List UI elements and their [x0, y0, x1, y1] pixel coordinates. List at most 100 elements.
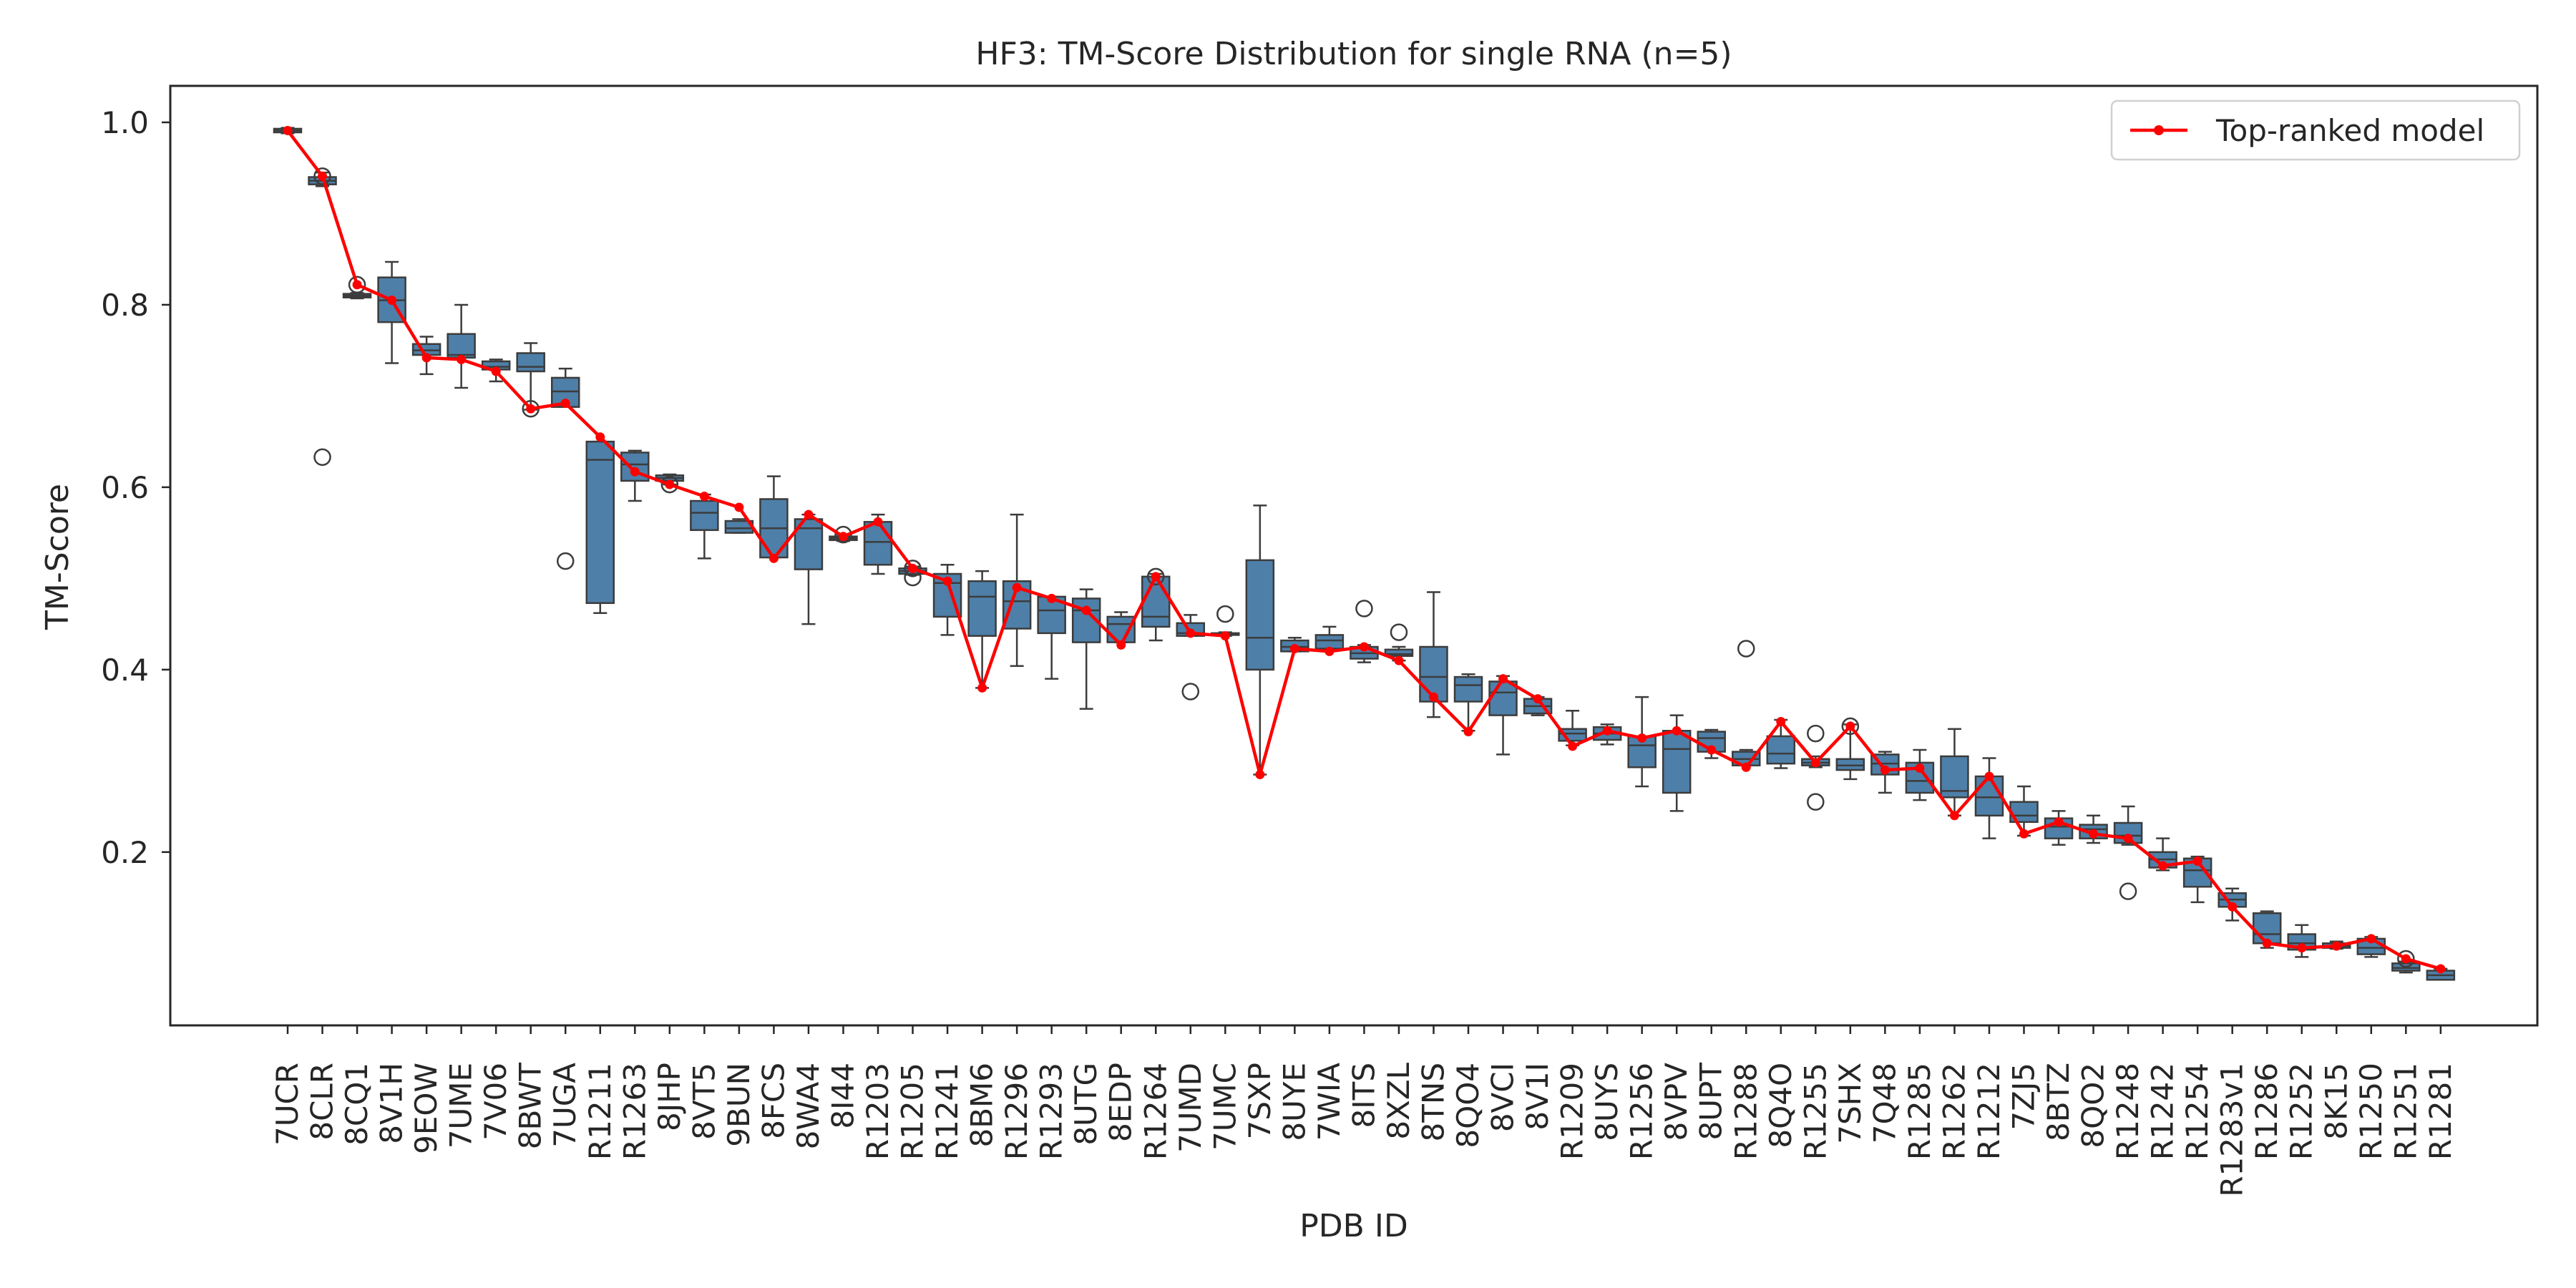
top-ranked-point — [1186, 628, 1196, 638]
outlier-point — [2119, 882, 2137, 900]
top-ranked-point — [2019, 829, 2029, 839]
outlier-point — [1390, 623, 1408, 641]
box-R1256 — [1627, 696, 1657, 788]
top-ranked-point — [1047, 593, 1057, 603]
x-tick-label: 8QO2 — [2076, 1063, 2111, 1148]
x-tick-label: 8CLR — [305, 1063, 340, 1141]
x-tick-label: 8WA4 — [791, 1063, 826, 1149]
top-ranked-point — [1220, 631, 1230, 641]
top-ranked-series — [283, 125, 2446, 974]
top-ranked-point — [526, 404, 536, 414]
top-ranked-point — [734, 502, 744, 512]
x-tick-label: 7Q48 — [1867, 1063, 1902, 1143]
top-ranked-point — [1984, 771, 1994, 781]
box-8CQ1 — [342, 275, 372, 300]
top-ranked-point — [1568, 741, 1578, 751]
x-tick-label: 8V1I — [1520, 1063, 1555, 1131]
legend-box — [2110, 99, 2521, 161]
x-tick-label: 7UMC — [1207, 1063, 1242, 1151]
x-tick-label: 8I44 — [825, 1063, 860, 1129]
y-tick-label: 0.2 — [101, 835, 149, 870]
top-ranked-point — [491, 366, 501, 376]
top-ranked-point — [2228, 902, 2238, 912]
top-ranked-point — [560, 399, 570, 409]
outlier-point — [904, 560, 922, 577]
outlier-point — [1807, 724, 1825, 743]
y-tick-label: 0.8 — [101, 288, 149, 323]
top-ranked-point — [665, 479, 675, 489]
x-tick-label: R1256 — [1624, 1063, 1659, 1160]
x-tick-label: 9BUN — [721, 1063, 756, 1147]
y-axis-label: TM-Score — [39, 484, 76, 630]
top-ranked-point — [1845, 721, 1855, 731]
x-tick-label: R1248 — [2110, 1063, 2145, 1160]
top-ranked-point — [1428, 692, 1438, 702]
top-ranked-point — [2366, 934, 2376, 944]
chart-title: HF3: TM-Score Distribution for single RN… — [975, 36, 1732, 72]
box-iqr — [1662, 730, 1692, 794]
top-ranked-point — [1289, 644, 1299, 654]
top-ranked-point — [1602, 726, 1612, 736]
box-iqr — [1627, 735, 1657, 769]
top-ranked-point — [2262, 938, 2272, 948]
x-tick-label: R1250 — [2353, 1063, 2389, 1160]
x-tick-label: 8VPV — [1659, 1063, 1694, 1141]
x-tick-label: 8UYE — [1277, 1063, 1312, 1141]
x-tick-label: R1263 — [617, 1063, 652, 1160]
top-ranked-point — [1637, 733, 1647, 743]
box-iqr — [447, 333, 476, 359]
x-tick-label: 8XZL — [1381, 1062, 1416, 1139]
x-tick-label: R1288 — [1728, 1063, 1763, 1160]
top-ranked-point — [283, 125, 293, 135]
top-ranked-point — [1324, 646, 1335, 656]
x-tick-label: 7UMD — [1173, 1063, 1208, 1153]
outlier-point — [1737, 640, 1755, 658]
outlier-point — [1181, 683, 1200, 701]
x-tick-label: R1205 — [895, 1063, 930, 1160]
legend-label: Top-ranked model — [2215, 113, 2484, 148]
top-ranked-point — [1012, 582, 1022, 592]
y-tick-label: 0.4 — [101, 653, 149, 688]
top-ranked-point — [1533, 694, 1543, 704]
top-ranked-point — [2123, 834, 2133, 844]
x-tick-label: R1251 — [2388, 1063, 2423, 1160]
top-ranked-point — [1255, 769, 1265, 779]
box-iqr — [1974, 775, 2004, 817]
top-ranked-point — [2436, 964, 2446, 974]
outlier-point — [1807, 793, 1825, 811]
outlier-point — [1216, 605, 1234, 623]
top-ranked-point — [2331, 941, 2341, 951]
x-tick-label: 8TNS — [1415, 1063, 1450, 1141]
box-8Q4O — [1766, 718, 1796, 769]
top-ranked-point — [421, 353, 431, 363]
x-tick-label: R1281 — [2423, 1063, 2458, 1160]
x-tick-label: 8V1H — [374, 1063, 409, 1144]
top-ranked-point — [908, 563, 918, 573]
outlier-point — [1147, 567, 1165, 586]
top-ranked-point — [1707, 745, 1717, 755]
top-ranked-point — [2158, 861, 2168, 871]
x-axis: 7UCR 8CLR 8CQ1 8V1H 9EOW 7UME 7V06 8BWT 7UGA R121… — [270, 1025, 2458, 1197]
x-tick-label: 8VCI — [1485, 1063, 1521, 1132]
x-tick-label: 8K15 — [2318, 1063, 2353, 1140]
x-tick-label: R1286 — [2249, 1063, 2284, 1160]
box-iqr — [585, 440, 615, 605]
box-8VT5 — [690, 493, 719, 560]
x-tick-label: 8UPT — [1694, 1063, 1729, 1141]
x-tick-label: R1262 — [1936, 1063, 1971, 1160]
x-tick-label: 7UGA — [547, 1063, 582, 1148]
box-iqr — [1488, 680, 1518, 716]
top-ranked-point — [873, 517, 883, 527]
top-ranked-point — [804, 509, 814, 519]
x-tick-label: 8EDP — [1103, 1063, 1138, 1142]
x-tick-label: R1254 — [2180, 1063, 2215, 1160]
top-ranked-point — [352, 280, 362, 290]
x-tick-label: R1296 — [999, 1063, 1034, 1160]
x-tick-label: 7SHX — [1833, 1063, 1868, 1144]
box-R1203 — [863, 513, 893, 575]
box-iqr — [1453, 675, 1483, 703]
top-ranked-point — [1081, 605, 1091, 615]
top-ranked-point — [2089, 829, 2099, 839]
x-tick-label: 7WIA — [1312, 1063, 1347, 1141]
x-tick-label: 8UTG — [1068, 1063, 1103, 1146]
